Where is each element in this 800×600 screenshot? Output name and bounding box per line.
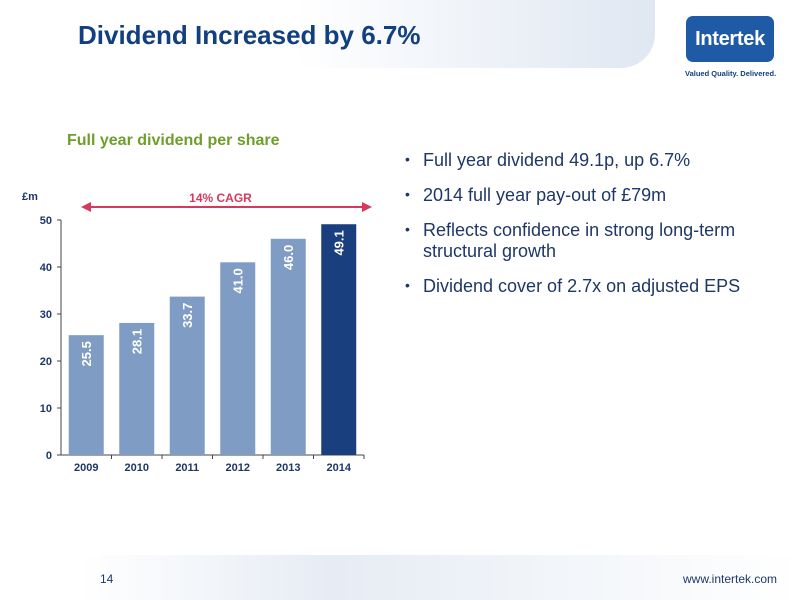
x-tick-label: 2011 (175, 462, 199, 474)
page-number: 14 (100, 572, 114, 586)
bar-value-label: 28.1 (130, 329, 145, 354)
cagr-arrow-left-icon (81, 202, 91, 212)
bullet-text: 2014 full year pay-out of £79m (423, 185, 667, 205)
bar-2013 (270, 238, 306, 455)
logo-wordmark: Intertek (695, 27, 765, 50)
bar-value-label: 33.7 (180, 303, 195, 328)
header-band (0, 0, 655, 68)
bullet-text: Reflects confidence in strong long-term … (423, 220, 736, 261)
y-tick-label: 0 (46, 450, 52, 462)
y-axis-unit-label: £m (22, 191, 38, 203)
bar-2014 (321, 224, 357, 455)
y-tick-label: 20 (40, 356, 52, 368)
bar-value-label: 41.0 (231, 268, 246, 293)
bar-2012 (220, 262, 256, 455)
x-tick-label: 2009 (74, 462, 98, 474)
cagr-annotation: 14% CAGR (189, 191, 252, 205)
slide-title: Dividend Increased by 6.7% (78, 20, 421, 50)
bullet-icon: • (405, 221, 410, 237)
footer-band (78, 555, 800, 600)
bullet-text: Full year dividend 49.1p, up 6.7% (423, 150, 691, 170)
bar-2011 (169, 296, 205, 455)
logo-tagline: Valued Quality. Delivered. (685, 69, 777, 78)
x-tick-label: 2013 (276, 462, 300, 474)
x-tick-label: 2014 (327, 462, 352, 474)
bullet-item: • 2014 full year pay-out of £79m (405, 185, 790, 206)
bullet-icon: • (405, 186, 410, 202)
bullet-icon: • (405, 151, 410, 167)
footer-url[interactable]: www.intertek.com (683, 572, 778, 586)
bar-value-label: 25.5 (79, 341, 94, 366)
bullet-item: • Dividend cover of 2.7x on adjusted EPS (405, 276, 790, 297)
chart-title: Full year dividend per share (67, 132, 280, 149)
cagr-arrow-right-icon (362, 202, 372, 212)
y-tick-label: 10 (40, 403, 52, 415)
bullet-item: • Full year dividend 49.1p, up 6.7% (405, 150, 790, 171)
bullet-text: Dividend cover of 2.7x on adjusted EPS (423, 276, 741, 296)
bullet-item: • Reflects confidence in strong long-term… (405, 220, 790, 262)
bar-value-label: 49.1 (332, 230, 347, 255)
y-tick-label: 40 (40, 262, 52, 274)
bar-2009 (68, 335, 104, 455)
bar-2010 (119, 322, 155, 455)
bullet-icon: • (405, 277, 410, 293)
bar-value-label: 46.0 (281, 245, 296, 270)
x-tick-label: 2010 (125, 462, 149, 474)
y-tick-label: 50 (40, 215, 52, 227)
intertek-logo: Intertek (686, 16, 774, 62)
y-tick-label: 30 (40, 309, 52, 321)
bullet-list: • Full year dividend 49.1p, up 6.7% • 2014… (405, 150, 790, 311)
x-tick-label: 2012 (226, 462, 250, 474)
